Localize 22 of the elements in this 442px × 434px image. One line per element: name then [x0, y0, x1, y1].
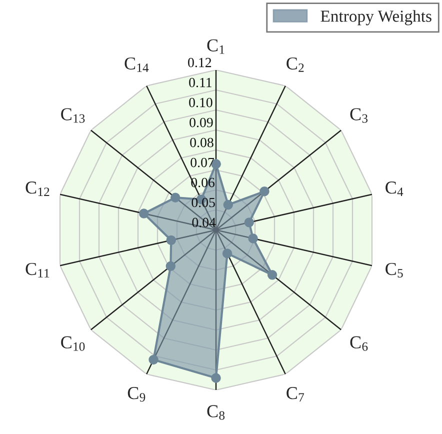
spoke-label: C$_{13}$: [61, 108, 85, 123]
spoke-label: C$_{1}$: [207, 39, 224, 54]
spoke-label: C$_{8}$: [207, 405, 225, 420]
y-tick-label: 0.12: [188, 58, 212, 68]
spoke-label: C$_{9}$: [128, 387, 146, 402]
legend-label: Entropy Weights: [320, 10, 432, 26]
spoke-label: C$_{7}$: [286, 387, 304, 402]
spoke-label: C$_{5}$: [386, 262, 403, 278]
y-tick-label: 0.05: [192, 198, 215, 208]
y-tick-label: 0.08: [190, 138, 214, 148]
spoke-label: C$_{4}$: [386, 182, 404, 196]
y-tick-label: 0.04: [192, 218, 216, 228]
spoke-label: C$_{10}$: [61, 336, 85, 351]
spoke-label: C$_{14}$: [124, 57, 149, 72]
spoke-label: C$_{12}$: [26, 182, 50, 196]
y-tick-label: 0.09: [190, 118, 213, 128]
spoke-label: C$_{2}$: [286, 57, 304, 72]
spoke-label: C$_{3}$: [350, 108, 368, 123]
y-tick-label: 0.11: [189, 78, 212, 88]
spoke-label: C$_{6}$: [350, 336, 368, 351]
y-tick-label: 0.10: [189, 98, 212, 108]
spoke-label: C$_{11}$: [26, 262, 50, 278]
